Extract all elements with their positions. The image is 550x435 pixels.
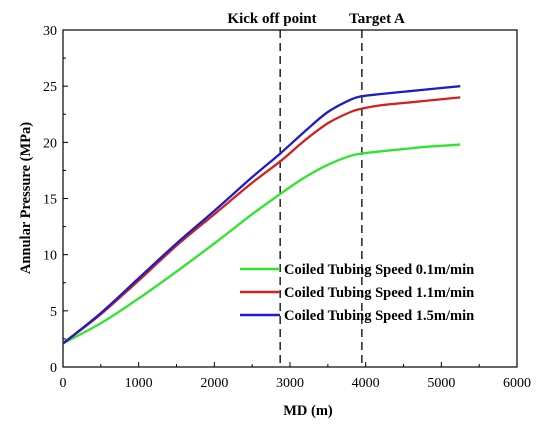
y-tick-label: 30 xyxy=(43,24,57,39)
x-tick-label: 6000 xyxy=(503,376,531,391)
x-tick-label: 4000 xyxy=(352,376,380,391)
y-tick-label: 0 xyxy=(50,361,57,376)
y-tick-label: 20 xyxy=(43,136,57,151)
series-line-1-1-m-min xyxy=(62,96,461,345)
legend: Coiled Tubing Speed 0.1m/min Coiled Tubin… xyxy=(240,262,474,324)
series-line-1-5-m-min xyxy=(62,85,461,345)
legend-label: Coiled Tubing Speed 1.5m/min xyxy=(284,308,474,324)
y-tick-label: 15 xyxy=(43,193,57,208)
y-axis-title: Annular Pressure (MPa) xyxy=(18,122,34,274)
x-tick-label: 3000 xyxy=(276,376,304,391)
x-axis-title: MD (m) xyxy=(283,403,333,419)
y-tick-label: 10 xyxy=(43,249,57,264)
annotation-target-a: Target A xyxy=(349,11,405,27)
series-line-0-1-m-min xyxy=(62,143,461,345)
x-tick-label: 5000 xyxy=(427,376,455,391)
legend-label: Coiled Tubing Speed 0.1m/min xyxy=(284,262,474,278)
x-tick-label: 1000 xyxy=(125,376,153,391)
x-tick-label: 0 xyxy=(60,376,67,391)
annotation-kick-off-point: Kick off point xyxy=(227,11,316,27)
y-tick-label: 25 xyxy=(43,80,57,95)
x-tick-label: 2000 xyxy=(200,376,228,391)
legend-label: Coiled Tubing Speed 1.1m/min xyxy=(284,285,474,301)
y-tick-label: 5 xyxy=(50,305,57,320)
plot-area: 0 1000 2000 3000 4000 5000 6000 0 5 10 15 20 25 30 xyxy=(43,24,531,391)
